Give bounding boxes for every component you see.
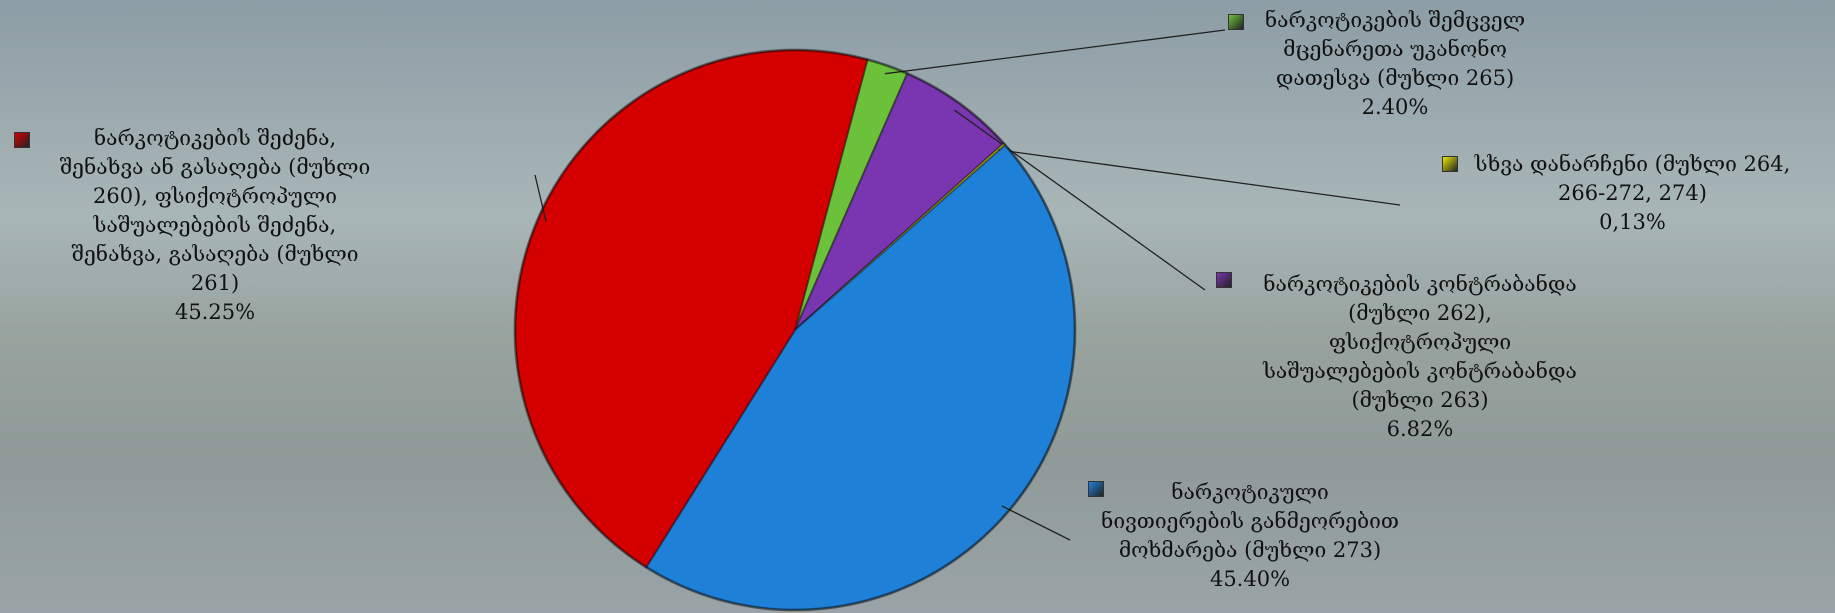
slice-label: სხვა დანარჩენი (მუხლი 264, 266-272, 274)… [1430,150,1835,237]
value-label: 6.82% [1386,417,1454,441]
value-label: 0,13% [1599,210,1666,234]
leader-line [998,149,1401,206]
pie-slice [644,143,1076,611]
pie-slice [514,49,869,569]
leader-line [534,174,547,222]
category-label: ნარკოტიკული ნივთიერების განმეორებით მოხმ… [1101,480,1399,562]
value-label: 45.40% [1209,567,1291,591]
category-label: ნარკოტიკების შემცველ მცენარეთა უკანონო დ… [1264,8,1526,90]
legend-marker [1228,14,1244,30]
legend-marker [1088,481,1104,497]
leader-line [953,109,1206,291]
slice-label: ნარკოტიკების კონტრაბანდა (მუხლი 262), ფს… [1200,270,1640,444]
leader-line [884,29,1226,75]
value-label: 45.25% [174,300,256,324]
pie-slice [794,72,1006,331]
pie-rim [513,48,1077,612]
category-label: ნარკოტიკების კონტრაბანდა (მუხლი 262), ფს… [1263,272,1577,412]
pie-slice [794,141,1007,331]
value-label: 2.40% [1361,95,1429,119]
category-label: ნარკოტიკების შეძენა, შენახვა ან გასაღება… [59,126,371,295]
slice-label: ნარკოტიკული ნივთიერების განმეორებით მოხმ… [1080,478,1420,594]
legend-marker [14,132,30,148]
pie-slice [794,58,909,331]
legend-marker [1442,156,1458,172]
slice-label: ნარკოტიკების შეძენა, შენახვა ან გასაღება… [20,124,410,327]
legend-marker [1216,272,1232,288]
category-label: სხვა დანარჩენი (მუხლი 264, 266-272, 274) [1474,152,1791,205]
leader-line [1001,505,1071,541]
slice-label: ნარკოტიკების შემცველ მცენარეთა უკანონო დ… [1215,6,1575,122]
